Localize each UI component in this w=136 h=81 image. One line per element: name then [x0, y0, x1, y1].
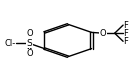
Text: F: F [123, 37, 128, 46]
Text: F: F [123, 29, 128, 38]
Text: O: O [100, 29, 106, 38]
Text: O: O [27, 49, 33, 58]
Text: F: F [123, 21, 128, 30]
Text: S: S [26, 39, 32, 48]
Text: O: O [27, 29, 33, 38]
Text: Cl-: Cl- [4, 39, 16, 48]
